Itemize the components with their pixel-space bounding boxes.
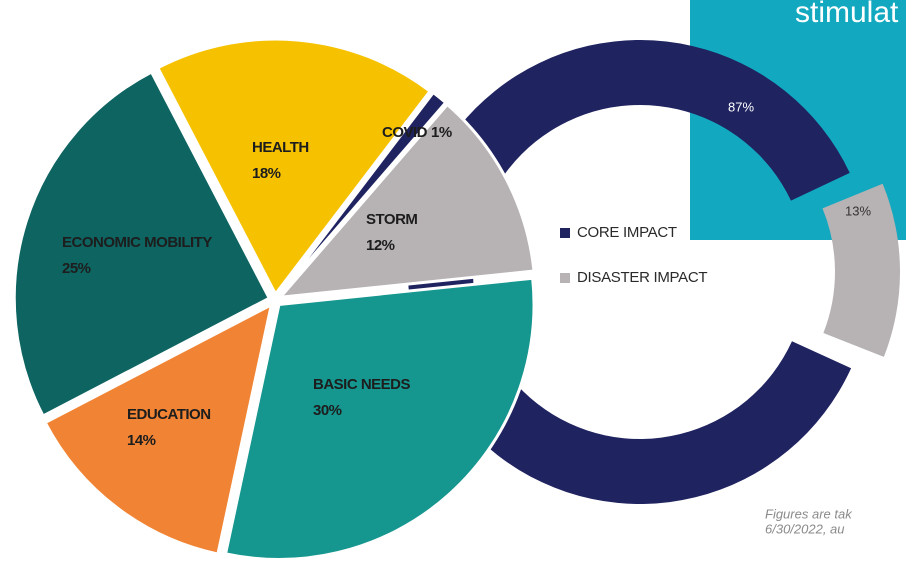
pie-slice — [155, 37, 433, 297]
pie-chart: HEALTH 18% COVID 1% STORM 12% BASIC NEEDS 30% ED… — [12, 37, 536, 561]
pie-slice — [223, 276, 536, 561]
pie-slice — [43, 301, 274, 556]
slice-value: 1% — [431, 124, 452, 141]
segment-label: 87% — [728, 99, 754, 114]
pie-slice — [276, 102, 536, 300]
slice-category: HEALTH — [252, 139, 309, 156]
slice-category: EDUCATION — [127, 406, 211, 423]
legend-label: DISASTER IMPACT — [577, 269, 707, 286]
slice-value: 14% — [127, 432, 156, 449]
slice-category: ECONOMIC MOBILITY — [62, 234, 212, 251]
banner-text: stimulat — [795, 0, 899, 29]
footnote-line: 6/30/2022, au — [765, 521, 845, 536]
legend-swatch — [560, 273, 570, 283]
footnote-line: Figures are tak — [765, 506, 853, 521]
slice-value: 12% — [366, 237, 395, 254]
slice-category: BASIC NEEDS — [313, 376, 411, 393]
donut-segment — [822, 183, 900, 357]
legend: CORE IMPACT DISASTER IMPACT — [560, 224, 708, 286]
legend-swatch — [560, 228, 570, 238]
pie-slice — [277, 90, 448, 297]
slice-category: STORM — [366, 211, 417, 228]
slice-value: 25% — [62, 260, 91, 277]
slice-value: 30% — [313, 402, 342, 419]
slice-value: 18% — [252, 165, 281, 182]
slice-category: COVID — [382, 124, 428, 141]
slice-label: COVID 1% — [382, 124, 452, 141]
legend-label: CORE IMPACT — [577, 224, 677, 241]
pie-slice — [12, 69, 272, 418]
segment-label: 13% — [845, 203, 871, 218]
